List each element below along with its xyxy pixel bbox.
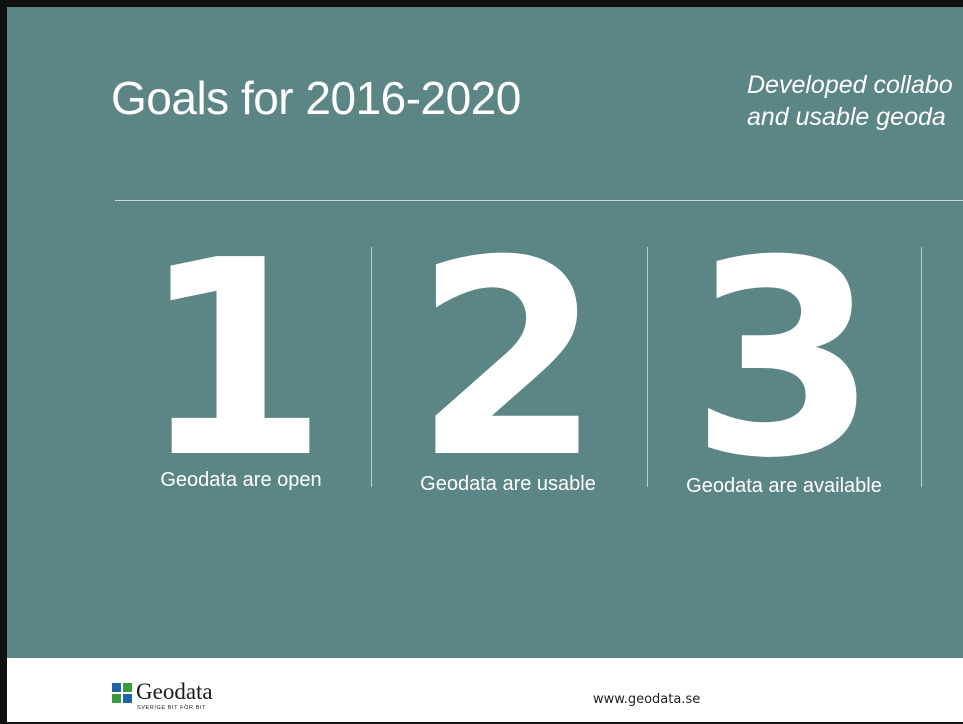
goal-1-label: Geodata are open <box>160 469 322 491</box>
goal-2-number: 2 <box>414 202 602 517</box>
logo-tagline: SVERIGE BIT FÖR BIT <box>137 705 207 711</box>
subtitle-line-1: Developed collabo <box>747 71 953 99</box>
goal-3-label: Geodata are available <box>686 475 882 497</box>
goal-divider-3 <box>921 247 922 487</box>
geodata-logo-icon <box>112 683 132 703</box>
goal-divider-1 <box>371 247 372 487</box>
goal-3-number: 3 <box>690 202 878 517</box>
slide-subtitle: Developed collabo and usable geoda <box>747 69 953 133</box>
title-divider-line <box>115 200 963 201</box>
subtitle-line-2: and usable geoda <box>747 103 946 131</box>
goal-2-label: Geodata are usable <box>420 473 596 495</box>
geodata-logo: Geodata SVERIGE BIT FÖR BIT <box>112 680 213 711</box>
goal-1: 1 Geodata are open <box>111 225 371 505</box>
goal-divider-2 <box>647 247 648 487</box>
goal-2: 2 Geodata are usable <box>377 202 639 517</box>
goal-3: 3 Geodata are available <box>653 202 915 517</box>
goal-1-number: 1 <box>140 202 328 517</box>
slide-footer: Geodata SVERIGE BIT FÖR BIT www.geodata.… <box>7 658 963 722</box>
slide-main-panel: Goals for 2016-2020 Developed collabo an… <box>7 7 963 658</box>
slide-title: Goals for 2016-2020 <box>111 72 521 124</box>
logo-wordmark: Geodata <box>136 679 213 704</box>
footer-url: www.geodata.se <box>593 692 701 707</box>
